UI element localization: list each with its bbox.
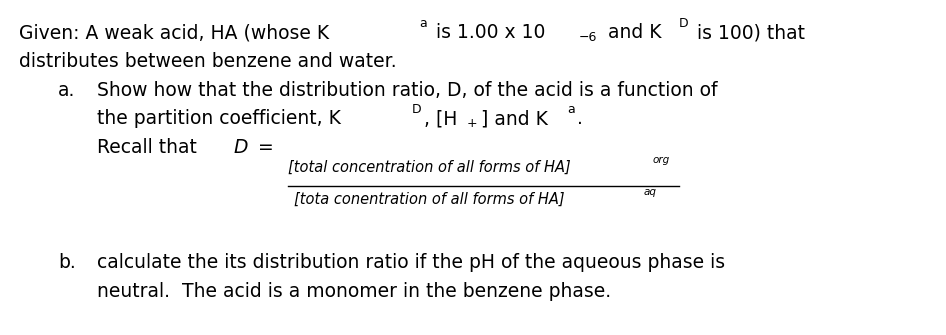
Text: is 1.00 x 10: is 1.00 x 10 (429, 23, 545, 42)
Text: is 100) that: is 100) that (692, 23, 805, 42)
Text: D: D (679, 17, 689, 30)
Text: neutral.  The acid is a monomer in the benzene phase.: neutral. The acid is a monomer in the be… (96, 282, 611, 301)
Text: a.: a. (58, 80, 76, 99)
Text: b.: b. (58, 253, 76, 272)
Text: distributes between benzene and water.: distributes between benzene and water. (19, 52, 397, 71)
Text: +: + (467, 117, 478, 130)
Text: aq: aq (643, 187, 657, 197)
Text: calculate the its distribution ratio if the pH of the aqueous phase is: calculate the its distribution ratio if … (96, 253, 725, 272)
Text: ] and K: ] and K (481, 109, 548, 128)
Text: [total concentration of all forms of HA]: [total concentration of all forms of HA] (288, 160, 570, 175)
Text: a: a (567, 103, 574, 116)
Text: Recall that: Recall that (96, 138, 202, 157)
Text: −6: −6 (578, 31, 597, 44)
Text: org: org (653, 154, 670, 164)
Text: and K: and K (602, 23, 661, 42)
Text: D: D (412, 103, 421, 116)
Text: Show how that the distribution ratio, D, of the acid is a function of: Show how that the distribution ratio, D,… (96, 80, 717, 99)
Text: =: = (252, 138, 273, 157)
Text: [tota conentration of all forms of HA]: [tota conentration of all forms of HA] (294, 192, 565, 207)
Text: D: D (234, 138, 248, 157)
Text: a: a (419, 17, 428, 30)
Text: the partition coefficient, K: the partition coefficient, K (96, 109, 341, 128)
Text: , [H: , [H (424, 109, 457, 128)
Text: .: . (577, 109, 583, 128)
Text: Given: A weak acid, HA (whose K: Given: A weak acid, HA (whose K (19, 23, 329, 42)
